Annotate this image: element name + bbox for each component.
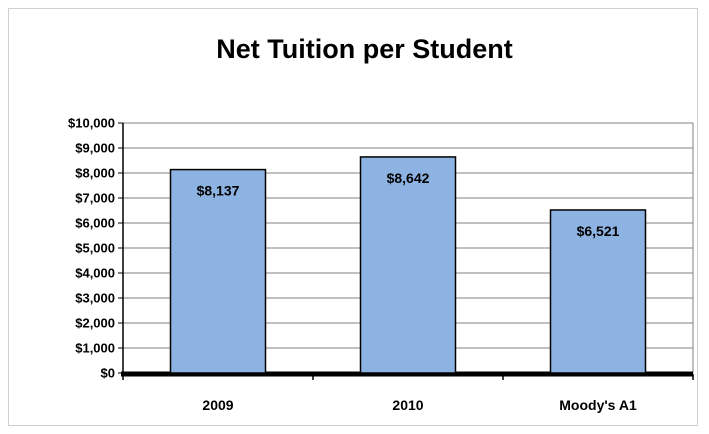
axes [118, 122, 694, 380]
x-tick-label: 2010 [392, 397, 423, 413]
y-tick-label: $0 [101, 366, 115, 381]
y-tick-label: $8,000 [75, 166, 115, 181]
y-tick-label: $4,000 [75, 266, 115, 281]
x-tick-label: Moody's A1 [559, 397, 637, 413]
bar [169, 168, 267, 374]
bars [169, 156, 647, 374]
data-label: $8,642 [387, 170, 430, 186]
y-tick-label: $1,000 [75, 341, 115, 356]
data-label: $8,137 [197, 183, 240, 199]
bar [549, 209, 647, 374]
y-tick-label: $3,000 [75, 291, 115, 306]
x-tick-label: 2009 [202, 397, 233, 413]
y-tick-label: $5,000 [75, 241, 115, 256]
labels: $0 $1,000 $2,000 $3,000 $4,000 $5,000 $6,000 $7… [68, 116, 637, 414]
y-tick-label: $2,000 [75, 316, 115, 331]
y-tick-label: $9,000 [75, 141, 115, 156]
data-label: $6,521 [577, 223, 620, 239]
bar [359, 156, 457, 374]
y-tick-label: $10,000 [68, 116, 115, 131]
chart-title: Net Tuition per Student [216, 34, 513, 64]
y-tick-label: $6,000 [75, 216, 115, 231]
y-tick-label: $7,000 [75, 191, 115, 206]
